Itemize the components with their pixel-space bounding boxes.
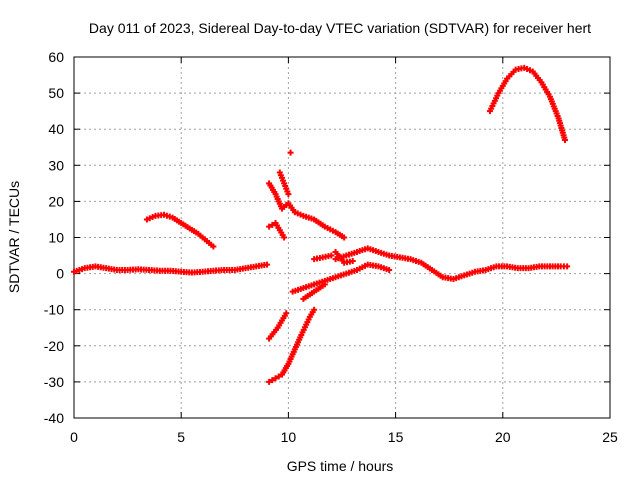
data-point-interp (269, 377, 276, 384)
x-tick-label: 20 (495, 429, 511, 445)
y-axis-label: SDTVAR / TECUs (6, 181, 22, 293)
y-tick-label: 60 (48, 49, 64, 65)
data-point (311, 306, 318, 313)
y-tick-label: 10 (48, 230, 64, 246)
y-tick-label: 0 (56, 266, 64, 282)
y-tick-label: 20 (48, 193, 64, 209)
y-tick-label: 50 (48, 85, 64, 101)
data-point (272, 375, 279, 382)
y-tick-label: -30 (44, 374, 64, 390)
data-point (328, 252, 335, 259)
data-point (561, 137, 568, 144)
x-tick-label: 25 (602, 429, 618, 445)
x-tick-label: 5 (177, 429, 185, 445)
chart-title: Day 011 of 2023, Sidereal Day-to-day VTE… (89, 20, 591, 36)
data-point (386, 266, 393, 273)
data-point (321, 281, 328, 288)
x-axis-label: GPS time / hours (287, 458, 394, 474)
data-point (341, 234, 348, 241)
x-tick-label: 10 (281, 429, 297, 445)
y-tick-label: -40 (44, 410, 64, 426)
data-point (283, 310, 290, 317)
y-tick-label: -20 (44, 338, 64, 354)
grid (74, 57, 610, 418)
data-point (349, 257, 356, 264)
data-point (564, 263, 571, 270)
data-point-interp (275, 373, 282, 380)
ticks: 0 5 10 15 20 25 -40 -30 -20 -10 0 10 20 30 40 50 60 (44, 49, 618, 445)
data-point (266, 378, 273, 385)
data-point (287, 149, 294, 156)
data-point (285, 191, 292, 198)
y-tick-label: 40 (48, 121, 64, 137)
y-tick-label: 30 (48, 157, 64, 173)
data-point (266, 223, 273, 230)
x-tick-label: 15 (388, 429, 404, 445)
y-tick-label: -10 (44, 302, 64, 318)
x-tick-label: 0 (70, 429, 78, 445)
data-point (210, 243, 217, 250)
data-point (263, 261, 270, 268)
data-points (71, 64, 571, 385)
data-point (281, 234, 288, 241)
